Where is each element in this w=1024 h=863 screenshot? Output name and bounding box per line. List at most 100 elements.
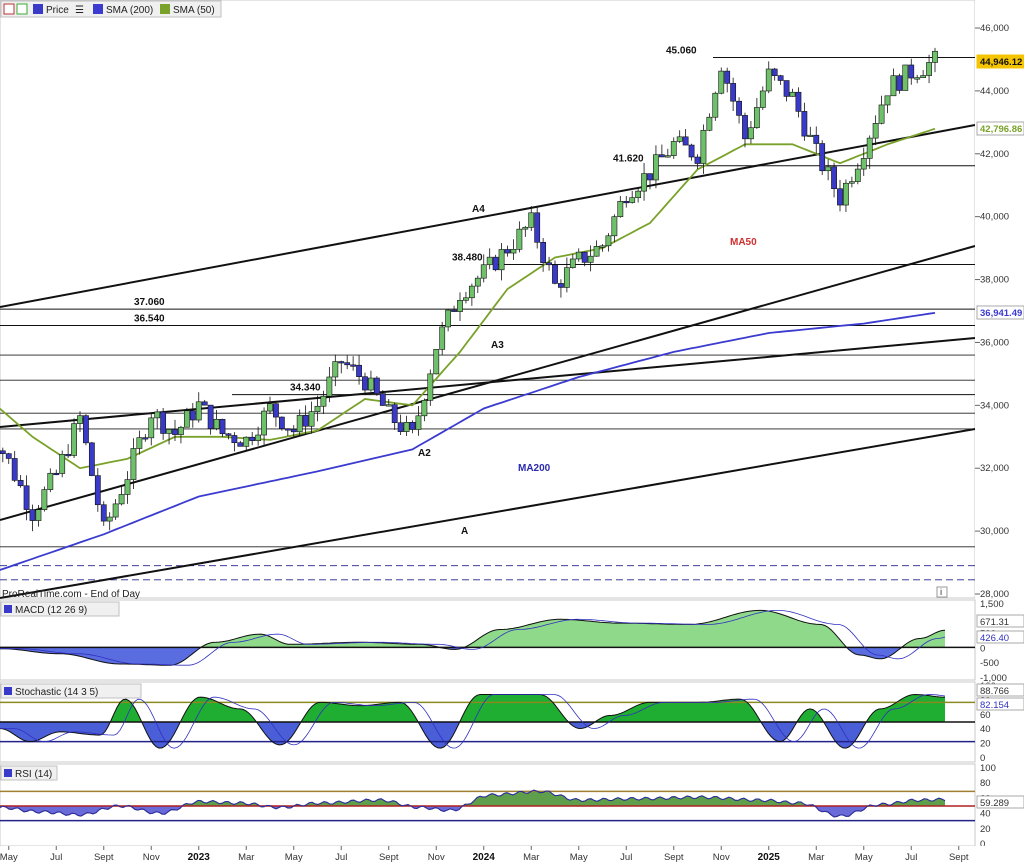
candle-up — [148, 417, 155, 439]
osc-tick-label: 40 — [980, 809, 991, 820]
time-tick-label: Jul — [335, 852, 347, 863]
candle-up — [320, 395, 327, 407]
zoom-in-icon[interactable] — [16, 3, 28, 15]
candle-up — [178, 426, 184, 435]
candle-down — [552, 264, 558, 284]
candle-down — [284, 428, 291, 431]
info-icon[interactable] — [936, 586, 948, 598]
candle-up — [848, 181, 855, 184]
candle-up — [825, 166, 832, 172]
macd-signal-value: 426.40 — [980, 633, 1009, 644]
candle-up — [486, 256, 493, 266]
candle-up — [718, 70, 725, 94]
macd-title: MACD (12 26 9) — [15, 605, 87, 616]
candle-down — [771, 68, 778, 76]
candle-up — [154, 411, 161, 419]
trend-channel-line — [0, 124, 976, 308]
macd-value-bg — [976, 614, 1024, 628]
candle-up — [629, 197, 636, 203]
ma200-label: MA200 — [518, 463, 551, 474]
candle-up — [759, 90, 766, 108]
candle-down — [225, 433, 232, 436]
candle-up — [932, 50, 938, 63]
osc-signal-line — [0, 694, 946, 749]
last-price-badge: 44,946.12 — [980, 57, 1022, 68]
candle-up — [118, 494, 125, 505]
stoch-signal-bg — [976, 697, 1024, 711]
time-tick-label: May — [0, 852, 18, 863]
level-label: 37.060 — [134, 297, 165, 308]
candle-down — [356, 364, 362, 377]
level-label: 34.340 — [290, 383, 321, 394]
candle-up — [569, 258, 576, 268]
candle-down — [5, 453, 12, 459]
candle-down — [207, 404, 214, 429]
osc-tick-label: 1,500 — [980, 599, 1004, 610]
stoch-value: 88.766 — [980, 686, 1009, 697]
time-tick-label: Mar — [238, 852, 254, 863]
price-series-icon[interactable] — [33, 4, 43, 14]
candle-down — [373, 377, 380, 394]
time-axis: May Jul Sept Nov 2023 Mar May Jul Sept Nov 2024 Mar… — [0, 846, 1024, 863]
time-tick-label: 2024 — [473, 852, 496, 863]
candle-down — [908, 64, 915, 79]
osc-signal-line — [0, 789, 946, 818]
time-tick-label: 2025 — [758, 852, 781, 863]
price-axis: 28,000 30,000 32,000 34,000 36,000 38,000 40,0… — [975, 0, 1024, 600]
candle-down — [172, 429, 178, 435]
candle-down — [730, 83, 737, 102]
candle-up — [124, 479, 131, 495]
candle-down — [658, 154, 665, 158]
candle-down — [581, 251, 588, 263]
time-tick-label: Sept — [379, 852, 399, 863]
candle-up — [890, 75, 897, 97]
candle-up — [712, 92, 719, 118]
sma50-value-badge: 42,796.86 — [980, 124, 1022, 135]
price-tick-label: 36,000 — [980, 337, 1009, 348]
rsi-value: 59.289 — [980, 798, 1009, 809]
candle-up — [593, 246, 600, 257]
candle-up — [575, 251, 582, 260]
candle-up — [59, 454, 66, 474]
candle-up — [510, 249, 517, 254]
list-icon[interactable]: ☰ — [75, 5, 84, 16]
price-tick-label: 40,000 — [980, 212, 1009, 223]
candle-down — [29, 509, 36, 521]
candle-down — [795, 91, 802, 112]
candle-up — [457, 300, 463, 312]
candle-up — [468, 285, 475, 299]
candle-up — [112, 503, 119, 518]
sma50-label[interactable]: SMA (50) — [173, 5, 215, 16]
candle-up — [314, 405, 321, 412]
rsi-title: RSI (14) — [15, 769, 52, 780]
candle-up — [920, 75, 927, 78]
time-tick-label: Nov — [143, 852, 160, 863]
macd-signal-bg — [976, 630, 1024, 644]
sma200-line — [0, 312, 936, 571]
channel-label: A — [461, 526, 468, 537]
zoom-out-icon[interactable] — [3, 3, 15, 15]
candle-up — [872, 123, 879, 139]
osc-tick-label: -1,000 — [980, 673, 1007, 684]
candle-up — [902, 64, 909, 91]
candle-down — [302, 414, 309, 427]
candle-down — [65, 454, 72, 457]
time-tick-label: Nov — [713, 852, 730, 863]
time-tick-label: Nov — [428, 852, 445, 863]
candle-down — [231, 435, 238, 444]
candle-down — [831, 166, 837, 189]
stochastic-title: Stochastic (14 3 5) — [15, 687, 98, 698]
candle-up — [587, 255, 594, 263]
candle-down — [694, 156, 701, 164]
candle-up — [183, 410, 190, 428]
candle-down — [83, 415, 89, 444]
sma200-label[interactable]: SMA (200) — [106, 5, 153, 16]
sma50-line — [0, 127, 936, 470]
osc-signal-line — [0, 610, 946, 666]
osc-tick-label: 40 — [980, 724, 991, 735]
time-tick-label: Jul — [620, 852, 632, 863]
candle-down — [546, 262, 552, 266]
macd-value: 671.31 — [980, 617, 1009, 628]
price-label[interactable]: Price — [46, 5, 69, 16]
